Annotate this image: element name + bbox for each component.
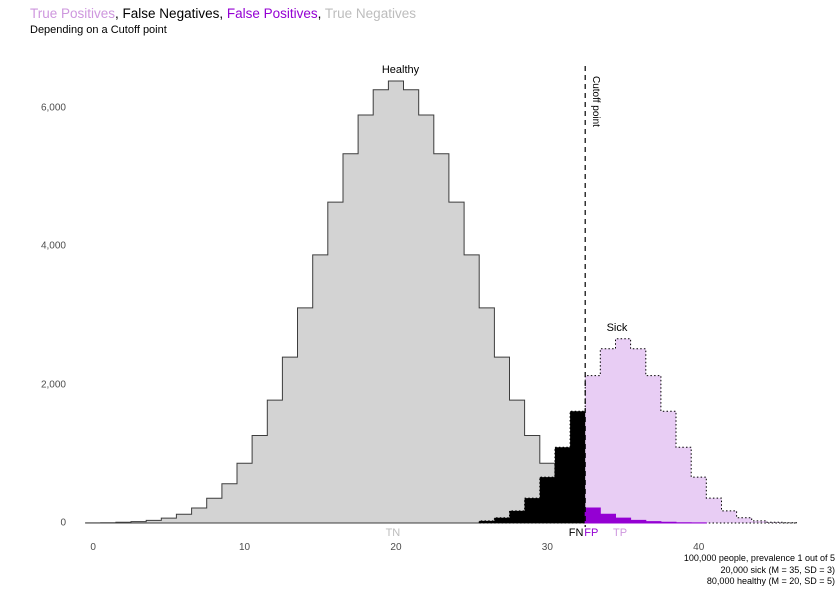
title-separator: , xyxy=(115,6,123,21)
chart-subtitle: Depending on a Cutoff point xyxy=(30,24,167,36)
y-tick-label: 2,000 xyxy=(40,379,66,390)
title-separator: , xyxy=(219,6,227,21)
chart-title: True Positives, False Negatives, False P… xyxy=(30,6,416,21)
title-separator: , xyxy=(317,6,325,21)
x-tick-label: 10 xyxy=(238,542,251,553)
x-tick-label: 0 xyxy=(90,542,96,553)
healthy-distribution-label: Healthy xyxy=(381,64,420,77)
y-tick-label: 4,000 xyxy=(40,240,66,252)
tp-region-fill xyxy=(585,338,798,523)
fp-region-label: FP xyxy=(584,527,599,539)
x-axis-ticks: 0 10 20 30 40 xyxy=(0,542,840,556)
fp-region-fill xyxy=(584,507,707,524)
sick-distribution-label: Sick xyxy=(606,321,628,334)
title-false-positives: False Positives xyxy=(226,6,318,21)
title-true-negatives: True Negatives xyxy=(324,6,416,21)
x-tick-label: 30 xyxy=(541,542,553,553)
title-false-negatives: False Negatives xyxy=(122,6,220,21)
tn-region-label: TN xyxy=(385,527,401,539)
x-tick-label: 20 xyxy=(390,542,402,553)
cutoff-point-label: Cutoff point xyxy=(590,76,602,127)
y-axis-ticks: 0 2,000 4,000 6,000 xyxy=(0,0,66,600)
fn-region-label: FN xyxy=(568,527,584,539)
x-tick-label: 40 xyxy=(693,542,705,553)
tp-region-label: TP xyxy=(612,527,628,539)
caption-line-2: 20,000 sick (M = 35, SD = 3) xyxy=(720,564,835,575)
fn-region-fill xyxy=(479,411,586,523)
caption-line-3: 80,000 healthy (M = 20, SD = 5) xyxy=(706,576,835,586)
caption-line-1: 100,000 people, prevalence 1 out of 5 xyxy=(683,553,835,563)
y-tick-label: 6,000 xyxy=(40,102,66,114)
y-tick-label: 0 xyxy=(60,517,66,529)
title-true-positives: True Positives xyxy=(30,6,116,21)
chart-caption: 100,000 people, prevalence 1 out of 5 20… xyxy=(684,553,835,588)
